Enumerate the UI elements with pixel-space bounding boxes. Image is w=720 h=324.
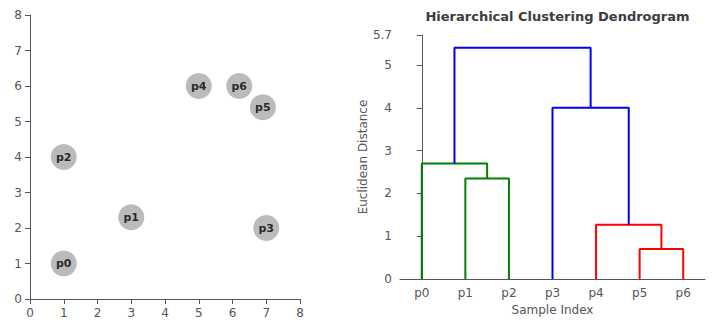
svg-text:8: 8 xyxy=(14,8,22,22)
svg-text:p4: p4 xyxy=(588,286,603,300)
svg-text:p1: p1 xyxy=(458,286,473,300)
svg-text:p0: p0 xyxy=(56,257,72,270)
svg-text:3: 3 xyxy=(14,186,22,200)
svg-text:5: 5 xyxy=(384,58,392,72)
svg-text:3: 3 xyxy=(384,144,392,158)
svg-text:5: 5 xyxy=(195,306,203,320)
svg-text:6: 6 xyxy=(229,306,237,320)
svg-text:2: 2 xyxy=(14,221,22,235)
svg-text:0: 0 xyxy=(26,306,34,320)
svg-text:1: 1 xyxy=(14,257,22,271)
svg-text:p3: p3 xyxy=(258,222,274,235)
svg-text:2: 2 xyxy=(384,186,392,200)
svg-text:p1: p1 xyxy=(123,211,139,224)
svg-text:1: 1 xyxy=(60,306,68,320)
svg-text:p6: p6 xyxy=(676,286,691,300)
svg-text:8: 8 xyxy=(296,306,304,320)
svg-text:0: 0 xyxy=(14,292,22,306)
svg-text:2: 2 xyxy=(94,306,102,320)
svg-text:1: 1 xyxy=(384,229,392,243)
svg-text:Sample Index: Sample Index xyxy=(512,303,594,317)
svg-text:5: 5 xyxy=(14,115,22,129)
svg-text:p6: p6 xyxy=(231,80,247,93)
svg-text:p4: p4 xyxy=(191,80,207,93)
svg-text:p2: p2 xyxy=(501,286,516,300)
svg-text:4: 4 xyxy=(161,306,169,320)
svg-text:p3: p3 xyxy=(545,286,560,300)
svg-text:7: 7 xyxy=(262,306,270,320)
svg-text:4: 4 xyxy=(384,101,392,115)
svg-text:p0: p0 xyxy=(414,286,429,300)
svg-text:4: 4 xyxy=(14,150,22,164)
svg-text:p5: p5 xyxy=(632,286,647,300)
svg-text:7: 7 xyxy=(14,44,22,58)
svg-text:5.7: 5.7 xyxy=(373,28,392,42)
svg-text:0: 0 xyxy=(384,272,392,286)
svg-text:Hierarchical Clustering Dendro: Hierarchical Clustering Dendrogram xyxy=(425,9,689,24)
svg-text:Euclidean Distance: Euclidean Distance xyxy=(356,100,370,215)
svg-text:p5: p5 xyxy=(255,101,271,114)
svg-text:3: 3 xyxy=(127,306,135,320)
svg-text:6: 6 xyxy=(14,79,22,93)
svg-text:p2: p2 xyxy=(56,151,72,164)
